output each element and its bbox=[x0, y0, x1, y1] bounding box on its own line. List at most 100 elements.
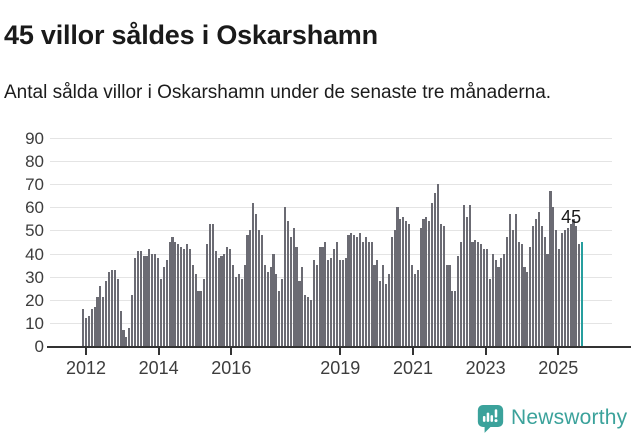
bar bbox=[506, 237, 509, 346]
bar bbox=[180, 246, 183, 346]
bar bbox=[211, 223, 214, 346]
bar bbox=[503, 253, 506, 346]
bar bbox=[338, 260, 341, 346]
bar bbox=[208, 223, 212, 346]
x-tick-label: 2016 bbox=[211, 358, 252, 378]
bar bbox=[543, 237, 546, 346]
bar bbox=[281, 278, 284, 346]
bar bbox=[526, 272, 529, 346]
y-tick-label: 10 bbox=[25, 313, 44, 333]
bar bbox=[523, 267, 526, 346]
bar bbox=[298, 281, 301, 346]
bar bbox=[82, 309, 85, 346]
bar bbox=[309, 299, 313, 346]
bar bbox=[197, 290, 200, 346]
gridline-y60 bbox=[50, 207, 612, 209]
bar bbox=[364, 237, 367, 346]
newsworthy-speech-bubble-chart-icon bbox=[477, 404, 504, 433]
bar bbox=[283, 207, 287, 346]
bar bbox=[399, 218, 402, 346]
bar bbox=[459, 242, 463, 346]
bar bbox=[563, 230, 566, 346]
bar bbox=[439, 223, 442, 346]
bar bbox=[572, 218, 575, 346]
bar bbox=[578, 244, 581, 346]
bar bbox=[99, 285, 102, 346]
bar bbox=[353, 235, 356, 346]
y-tick-label: 20 bbox=[25, 290, 44, 310]
bar bbox=[278, 290, 281, 346]
bar bbox=[350, 232, 353, 346]
y-tick-label: 90 bbox=[25, 129, 44, 148]
bar bbox=[84, 318, 87, 346]
bar bbox=[165, 260, 168, 346]
bar bbox=[370, 242, 373, 346]
bar bbox=[330, 258, 333, 346]
bar bbox=[125, 336, 128, 346]
bar bbox=[555, 230, 558, 346]
chart-subtitle: Antal sålda villor i Oskarshamn under de… bbox=[4, 82, 552, 103]
bar bbox=[174, 242, 177, 346]
bar bbox=[182, 248, 186, 346]
bar bbox=[96, 297, 99, 346]
x-tick bbox=[484, 348, 487, 355]
bar bbox=[113, 269, 116, 346]
bar bbox=[575, 225, 578, 346]
bar bbox=[148, 248, 151, 346]
bar bbox=[514, 214, 517, 346]
bar bbox=[240, 278, 243, 346]
bar bbox=[226, 246, 229, 346]
x-tick bbox=[557, 348, 560, 355]
bar bbox=[119, 311, 122, 346]
bar bbox=[413, 274, 416, 346]
brand-name: Newsworthy bbox=[511, 406, 628, 429]
bar bbox=[457, 255, 460, 346]
bar bbox=[139, 251, 142, 346]
bar bbox=[260, 235, 263, 346]
bar bbox=[327, 260, 330, 346]
bar bbox=[488, 278, 491, 346]
bar bbox=[465, 216, 468, 346]
bar bbox=[301, 267, 304, 346]
bar bbox=[200, 290, 203, 346]
bar bbox=[373, 265, 376, 346]
bar bbox=[304, 295, 307, 346]
bar bbox=[105, 281, 108, 346]
bar bbox=[500, 258, 503, 346]
newsworthy-logo: Newsworthy bbox=[477, 403, 627, 433]
gridline-y40 bbox=[50, 253, 612, 255]
bar bbox=[246, 235, 249, 346]
x-tick bbox=[339, 348, 342, 355]
bar bbox=[433, 193, 437, 346]
bar bbox=[347, 235, 350, 346]
bar bbox=[307, 297, 310, 346]
bar bbox=[159, 278, 163, 346]
bar bbox=[257, 230, 261, 346]
highlighted-bar bbox=[581, 242, 584, 346]
bar bbox=[367, 242, 370, 346]
bar bbox=[425, 216, 428, 346]
bar bbox=[428, 221, 431, 346]
bar bbox=[540, 225, 543, 346]
x-tick-label: 2014 bbox=[138, 358, 179, 378]
bar bbox=[405, 221, 408, 346]
bar bbox=[534, 218, 538, 346]
bar bbox=[286, 221, 289, 346]
x-tick-label: 2012 bbox=[65, 358, 107, 378]
x-tick-label: 2023 bbox=[465, 358, 506, 378]
x-tick-label: 2025 bbox=[538, 358, 579, 378]
bar bbox=[497, 267, 500, 346]
bar bbox=[560, 232, 564, 346]
bar bbox=[324, 242, 327, 346]
bar bbox=[451, 290, 454, 346]
bar bbox=[485, 248, 489, 346]
bar bbox=[483, 248, 486, 346]
bar bbox=[558, 248, 561, 346]
bar bbox=[157, 258, 160, 346]
bar bbox=[358, 232, 362, 346]
bar bbox=[220, 255, 223, 346]
bar bbox=[131, 295, 134, 346]
bar bbox=[128, 327, 131, 346]
bar bbox=[214, 251, 217, 346]
